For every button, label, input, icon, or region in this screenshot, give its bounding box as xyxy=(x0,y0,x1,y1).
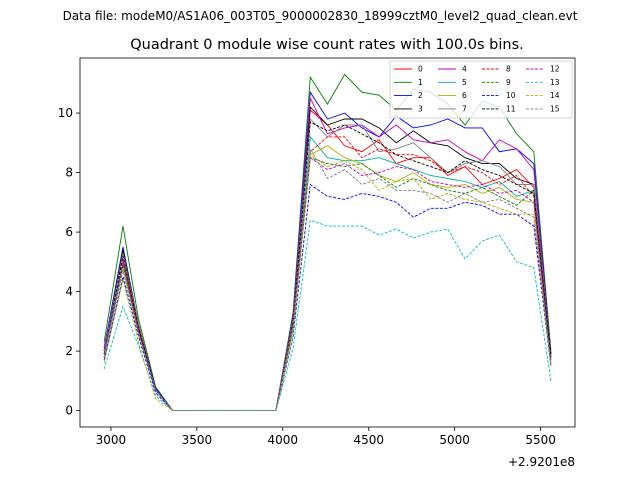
legend-label-4: 4 xyxy=(462,65,467,74)
x-tick-label: 5000 xyxy=(439,433,470,447)
series-layer xyxy=(103,73,552,412)
legend-label-11: 11 xyxy=(506,105,516,114)
axis-layer: 3000 3500 4000 4500 5000 5500 0 2 4 6 8 10 xyxy=(58,106,556,447)
series-line-0 xyxy=(103,109,552,412)
series-line-7 xyxy=(103,117,552,412)
series-line-13 xyxy=(103,219,552,412)
legend-label-5: 5 xyxy=(462,78,467,87)
series-line-8 xyxy=(103,136,552,412)
legend-label-9: 9 xyxy=(506,78,511,87)
series-line-2 xyxy=(103,90,552,412)
y-tick-label: 2 xyxy=(65,344,73,358)
x-tick-label: 4000 xyxy=(268,433,299,447)
series-line-15 xyxy=(103,147,552,412)
legend-label-7: 7 xyxy=(462,105,467,114)
x-tick-label: 3000 xyxy=(96,433,127,447)
x-tick-label: 5500 xyxy=(525,433,556,447)
series-line-9 xyxy=(103,157,552,412)
y-tick-label: 0 xyxy=(65,404,73,418)
legend-label-6: 6 xyxy=(462,91,467,100)
y-tick-label: 6 xyxy=(65,225,73,239)
series-line-6 xyxy=(103,145,552,412)
series-line-10 xyxy=(103,183,552,412)
y-tick-label: 8 xyxy=(65,166,73,180)
legend-label-2: 2 xyxy=(418,91,423,100)
series-line-12 xyxy=(103,156,552,412)
legend-label-13: 13 xyxy=(550,78,560,87)
series-line-4 xyxy=(103,96,552,412)
legend-label-14: 14 xyxy=(550,91,560,100)
y-tick-label: 4 xyxy=(65,285,73,299)
x-tick-label: 3500 xyxy=(182,433,213,447)
legend-label-10: 10 xyxy=(506,91,516,100)
series-line-11 xyxy=(103,121,552,412)
chart-title: Quadrant 0 module wise count rates with … xyxy=(130,37,524,53)
legend-label-0: 0 xyxy=(418,65,423,74)
x-offset-label: +2.9201e8 xyxy=(508,455,575,469)
legend-label-1: 1 xyxy=(418,78,423,87)
legend-label-15: 15 xyxy=(550,105,560,114)
y-tick-label: 10 xyxy=(58,106,73,120)
x-tick-label: 4500 xyxy=(353,433,384,447)
legend-label-8: 8 xyxy=(506,65,511,74)
legend-label-12: 12 xyxy=(550,65,560,74)
legend-label-3: 3 xyxy=(418,105,423,114)
figure-suptitle: Data file: modeM0/AS1A06_003T05_90000028… xyxy=(63,9,578,23)
plot-frame xyxy=(79,57,576,428)
series-line-3 xyxy=(103,106,552,412)
